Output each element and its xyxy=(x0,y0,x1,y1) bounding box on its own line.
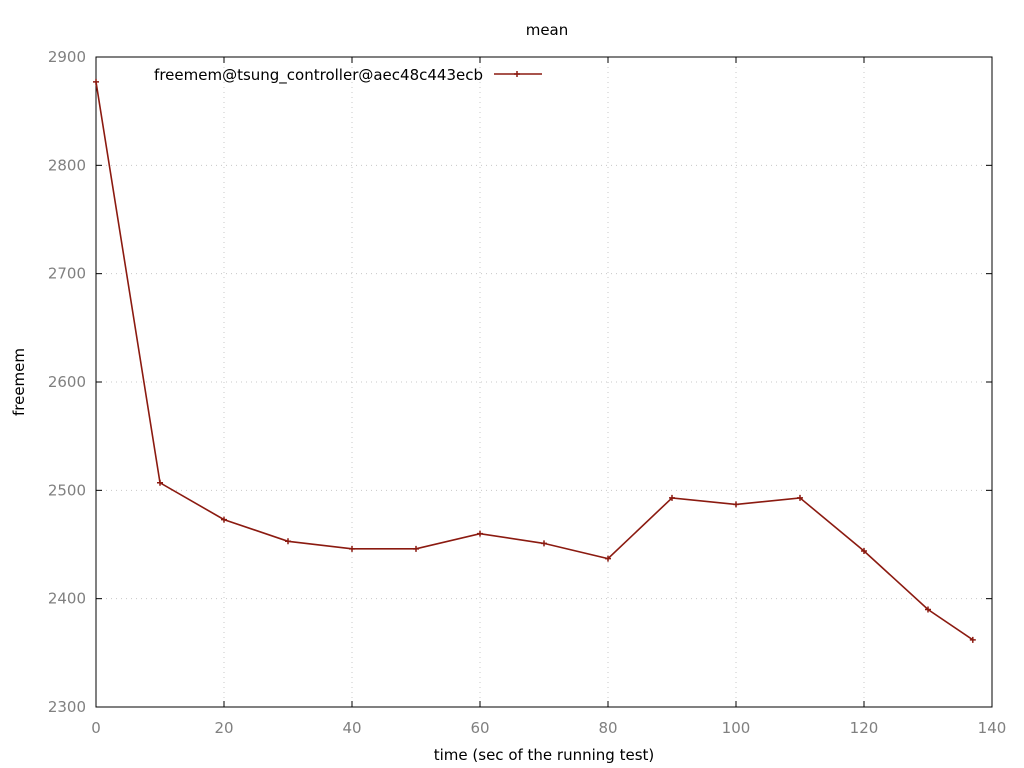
x-tick-label: 20 xyxy=(214,719,233,737)
y-tick-label: 2300 xyxy=(48,698,86,716)
y-axis-title: freemem xyxy=(10,348,28,416)
data-point-marker xyxy=(93,78,99,85)
y-tick-label: 2700 xyxy=(48,265,86,283)
y-tick-label: 2600 xyxy=(48,373,86,391)
grid xyxy=(96,57,992,707)
data-point-marker xyxy=(969,636,976,643)
data-point-marker xyxy=(605,555,611,562)
legend-label: freemem@tsung_controller@aec48c443ecb xyxy=(154,66,483,85)
data-point-marker xyxy=(669,494,675,501)
x-tick-label: 100 xyxy=(722,719,751,737)
data-point-marker xyxy=(349,545,355,552)
x-tick-label: 40 xyxy=(342,719,361,737)
legend-marker xyxy=(514,71,520,77)
series-layer xyxy=(93,78,976,643)
x-tick-label: 140 xyxy=(978,719,1007,737)
y-tick-label: 2900 xyxy=(48,48,86,66)
x-axis-title: time (sec of the running test) xyxy=(434,746,655,764)
x-tick-label: 0 xyxy=(91,719,101,737)
y-tick-label: 2800 xyxy=(48,156,86,174)
legend: freemem@tsung_controller@aec48c443ecb xyxy=(154,66,542,85)
x-tick-label: 80 xyxy=(598,719,617,737)
data-point-marker xyxy=(797,494,803,501)
data-point-marker xyxy=(157,479,163,486)
chart-title: mean xyxy=(526,21,569,39)
data-point-marker xyxy=(541,540,547,547)
x-tick-label: 120 xyxy=(850,719,879,737)
y-tick-label: 2400 xyxy=(48,590,86,608)
data-point-marker xyxy=(733,501,739,508)
data-point-marker xyxy=(925,606,931,613)
plot-frame xyxy=(95,56,993,708)
x-tick-label: 60 xyxy=(470,719,489,737)
data-point-marker xyxy=(861,548,867,554)
data-point-marker xyxy=(477,530,483,537)
data-point-marker xyxy=(285,538,291,545)
data-point-marker xyxy=(413,545,419,552)
data-point-marker xyxy=(221,516,227,523)
y-tick-label: 2500 xyxy=(48,481,86,499)
axis-ticks: 0 20 40 60 80 100 120 140 2300 2400 2500 2600 2700 28… xyxy=(48,48,1007,737)
